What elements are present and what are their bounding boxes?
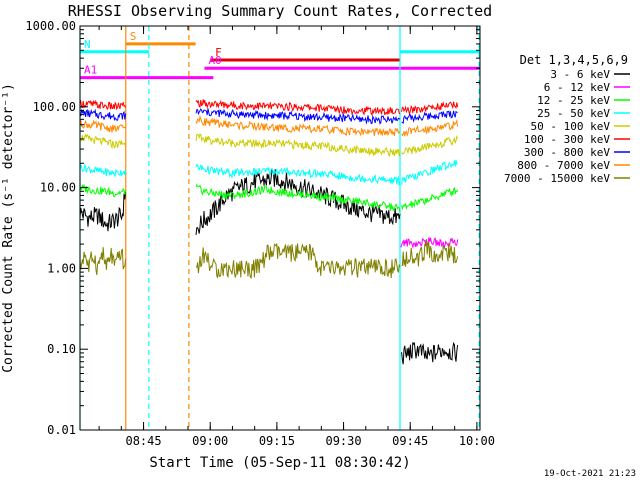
- flag-label: N: [84, 38, 91, 51]
- legend-entry-label: 50 - 100 keV: [531, 120, 611, 133]
- y-tick-label: 10.00: [40, 181, 76, 195]
- x-axis-label: Start Time (05-Sep-11 08:30:42): [149, 455, 410, 471]
- legend-entry-label: 800 - 7000 keV: [517, 159, 610, 172]
- y-tick-label: 1.00: [47, 261, 76, 275]
- series-line: [79, 99, 459, 116]
- legend-entry-label: 3 - 6 keV: [550, 68, 610, 81]
- plot-frame: [79, 25, 481, 431]
- series-line: [79, 159, 458, 186]
- series-line: [79, 183, 459, 213]
- chart-title: RHESSI Observing Summary Count Rates, Co…: [68, 2, 492, 20]
- footer-date: 19-Oct-2021 21:23: [544, 469, 636, 479]
- series-line: [79, 133, 459, 157]
- y-tick-label: 100.00: [33, 100, 76, 114]
- y-axis-label: Corrected Count Rate (s⁻¹ detector⁻¹): [1, 83, 16, 373]
- series-line: [79, 114, 459, 137]
- y-tick-label: 1000.00: [25, 19, 76, 33]
- x-tick-label: 10:00: [459, 434, 495, 448]
- legend-entry-label: 6 - 12 keV: [544, 81, 611, 94]
- legend-entry-label: 300 - 800 keV: [524, 146, 610, 159]
- flag-label: A0: [208, 54, 221, 67]
- legend-entry-label: 100 - 300 keV: [524, 133, 610, 146]
- x-tick-label: 09:00: [192, 434, 228, 448]
- series-line: [79, 239, 459, 279]
- x-tick-label: 08:45: [125, 434, 161, 448]
- axes-layer: 0.01 0.10 1.00 10.00 100.00 1000.00 08:45 09:00…: [25, 19, 495, 448]
- y-tick-label: 0.01: [47, 423, 76, 437]
- legend-entry-label: 12 - 25 keV: [537, 94, 610, 107]
- flag-label: S: [130, 30, 137, 43]
- x-tick-label: 09:15: [259, 434, 295, 448]
- x-tick-label: 09:30: [325, 434, 361, 448]
- legend-title: Det 1,3,4,5,6,9: [520, 53, 628, 67]
- flag-label: A1: [84, 64, 97, 77]
- series-line: [79, 108, 458, 125]
- flag-label: F: [215, 46, 222, 59]
- x-tick-label: 09:45: [392, 434, 428, 448]
- flag-bars-layer: S N FA0 A1: [80, 30, 480, 80]
- y-tick-label: 0.10: [47, 342, 76, 356]
- legend-entry-label: 25 - 50 keV: [537, 107, 610, 120]
- series-layer: [79, 99, 459, 365]
- legend-entry-label: 7000 - 15000 keV: [504, 172, 610, 185]
